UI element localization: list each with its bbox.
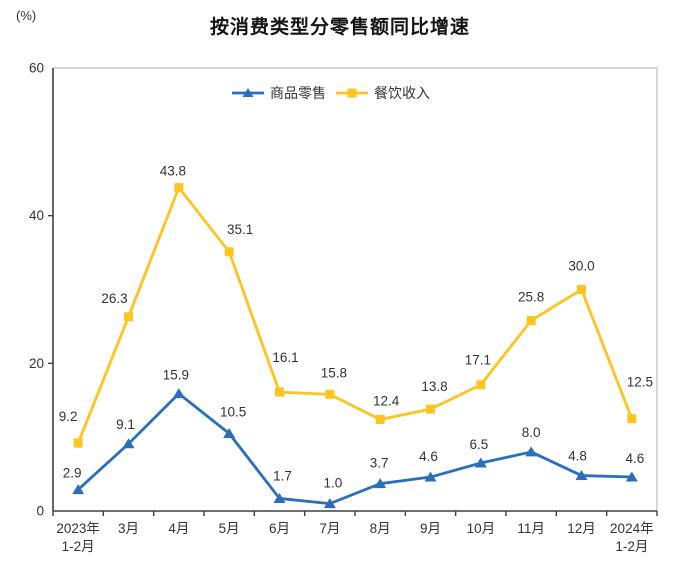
x-axis-tick-label: 3月	[118, 521, 139, 536]
x-axis-tick-label: 4月	[168, 521, 189, 536]
data-point-marker	[426, 404, 435, 414]
x-axis-tick-label: 9月	[420, 521, 441, 536]
data-point-marker	[474, 457, 487, 468]
data-point-marker	[72, 484, 85, 495]
legend-marker	[347, 88, 357, 98]
chart-legend: 商品零售 餐饮收入	[232, 85, 430, 101]
data-point-marker	[476, 380, 486, 390]
data-point-label: 13.8	[421, 379, 447, 394]
data-point-marker	[224, 247, 234, 257]
data-point-marker	[223, 427, 236, 438]
legend-item-catering-income: 餐饮收入	[336, 85, 430, 101]
data-point-label: 15.8	[321, 365, 347, 380]
x-axis-tick-label: 11月	[517, 521, 545, 536]
data-point-marker	[174, 183, 184, 193]
data-point-label: 35.1	[227, 222, 253, 237]
data-point-marker	[577, 285, 586, 294]
data-point-marker	[172, 388, 185, 399]
x-axis-tick-label: 12月	[567, 521, 596, 536]
series-line	[76, 392, 634, 506]
data-point-marker	[627, 414, 637, 424]
data-point-label: 2.9	[63, 466, 82, 481]
data-point-label: 17.1	[465, 353, 491, 368]
data-point-marker	[374, 478, 387, 489]
x-axis-tick-label: 2024年 1-2月	[610, 521, 654, 554]
data-point-marker	[273, 492, 286, 503]
y-axis-tick-label: 60	[29, 61, 44, 76]
data-point-label: 25.8	[518, 290, 544, 305]
data-point-marker	[73, 438, 83, 448]
data-point-marker	[124, 312, 133, 322]
x-axis-tick-label: 5月	[219, 521, 240, 536]
data-point-label: 1.7	[273, 468, 292, 483]
series-catering-income: 9.2 26.3 43.8 35.1 16.1 15.8 12.4 13.8 17.1 25.8 3…	[59, 164, 653, 448]
data-point-label: 43.8	[160, 164, 186, 179]
data-point-label: 4.6	[419, 449, 438, 464]
data-point-label: 30.0	[568, 259, 594, 274]
legend-item-goods-retail: 商品零售	[232, 85, 326, 101]
data-point-label: 8.0	[522, 425, 541, 440]
y-axis-tick-label: 40	[29, 208, 44, 223]
data-point-marker	[575, 470, 588, 481]
plot-border	[53, 67, 658, 511]
data-point-label: 26.3	[101, 291, 127, 306]
x-axis-tick-label: 6月	[269, 521, 290, 536]
data-point-label: 10.5	[220, 404, 246, 419]
data-point-marker	[525, 446, 538, 457]
data-point-label: 16.1	[272, 350, 298, 365]
data-point-label: 12.4	[373, 393, 400, 408]
data-point-marker	[323, 498, 336, 509]
data-point-label: 1.0	[323, 476, 342, 491]
data-point-label: 9.2	[59, 409, 78, 424]
chart-title: 按消费类型分零售额同比增速	[209, 17, 470, 38]
legend-marker	[242, 88, 254, 97]
x-axis-tick-label: 10月	[467, 521, 496, 536]
y-axis-tick-label: 0	[36, 504, 44, 519]
data-point-marker	[526, 316, 536, 326]
series-line	[76, 186, 634, 445]
data-point-label: 12.5	[627, 375, 653, 390]
legend-label: 餐饮收入	[374, 85, 430, 101]
data-point-label: 15.9	[163, 368, 189, 383]
x-axis-tick-label: 2023年 1-2月	[56, 521, 100, 554]
data-point-marker	[375, 414, 385, 424]
data-point-marker	[424, 471, 437, 482]
data-point-marker	[275, 387, 284, 397]
legend-label: 商品零售	[270, 85, 326, 101]
data-point-label: 6.5	[469, 437, 488, 452]
x-axis-tick-label: 8月	[370, 521, 391, 536]
x-axis-tick-label: 7月	[319, 521, 340, 536]
y-axis-tick-label: 20	[29, 356, 44, 371]
series-goods-retail: 2.9 9.1 15.9 10.5 1.7 1.0 3.7 4.6 6.5 8.0 4.8 4.6	[63, 368, 644, 509]
y-axis-unit-label: (%)	[16, 8, 37, 23]
data-point-label: 4.8	[568, 449, 587, 464]
data-point-label: 4.6	[625, 451, 644, 466]
data-point-marker	[122, 438, 135, 449]
data-point-label: 3.7	[370, 456, 389, 471]
data-point-marker	[625, 471, 638, 482]
data-point-label: 9.1	[116, 417, 135, 432]
data-point-marker	[325, 389, 335, 399]
